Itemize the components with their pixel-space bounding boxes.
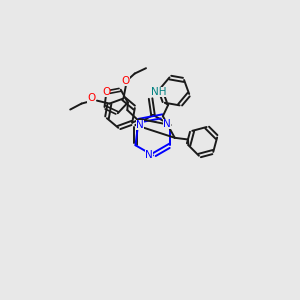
Text: NH: NH	[151, 87, 167, 97]
Text: N: N	[163, 118, 171, 128]
Text: N: N	[136, 120, 144, 130]
Text: O: O	[122, 76, 130, 86]
Text: O: O	[88, 93, 96, 103]
Text: O: O	[102, 87, 110, 98]
Text: N: N	[145, 150, 153, 160]
